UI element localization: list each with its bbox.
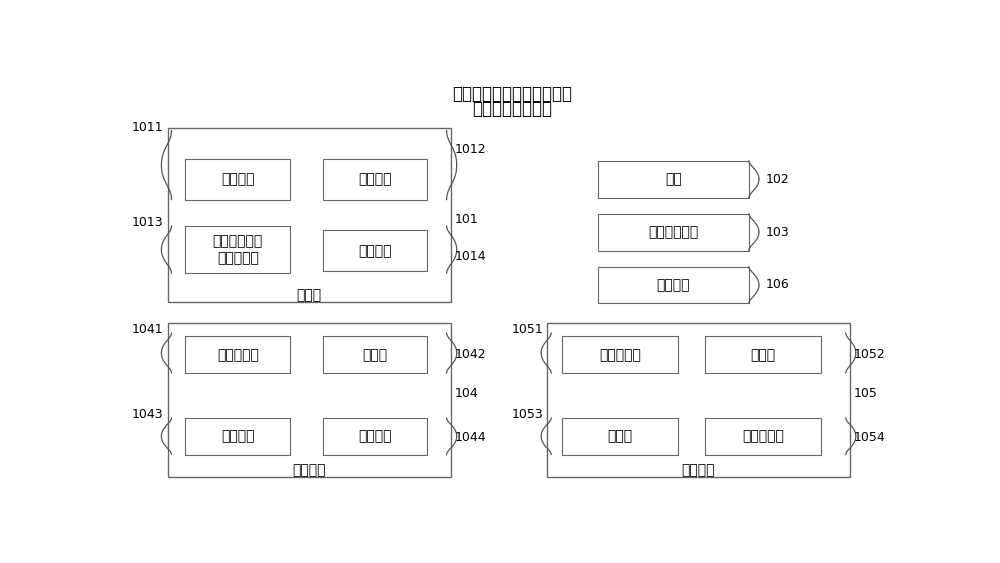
Text: 操控中心: 操控中心 (358, 429, 392, 443)
Text: 106: 106 (766, 279, 790, 292)
FancyBboxPatch shape (598, 266, 749, 303)
Text: 调度中心: 调度中心 (657, 278, 690, 292)
Text: 1054: 1054 (854, 431, 885, 444)
Text: 1041: 1041 (132, 323, 164, 336)
Text: 定位器: 定位器 (362, 348, 388, 362)
Text: 测速设备: 测速设备 (221, 172, 255, 186)
Text: 1012: 1012 (454, 144, 486, 157)
FancyBboxPatch shape (185, 336, 290, 373)
Text: 应答器: 应答器 (750, 348, 775, 362)
Text: 航空器: 航空器 (296, 288, 321, 302)
Text: 1013: 1013 (132, 216, 164, 229)
FancyBboxPatch shape (705, 418, 821, 455)
Text: 101: 101 (454, 213, 478, 226)
FancyBboxPatch shape (562, 336, 678, 373)
FancyBboxPatch shape (168, 323, 450, 477)
FancyBboxPatch shape (323, 159, 427, 200)
Text: 计轴器: 计轴器 (608, 429, 633, 443)
FancyBboxPatch shape (598, 213, 749, 251)
Text: 1043: 1043 (132, 408, 164, 421)
Text: 轨旁设备: 轨旁设备 (682, 463, 715, 477)
Text: 1044: 1044 (454, 431, 486, 444)
FancyBboxPatch shape (547, 323, 850, 477)
Text: 1011: 1011 (132, 121, 164, 134)
Text: 基于空天车地一体化网络的: 基于空天车地一体化网络的 (452, 84, 572, 102)
FancyBboxPatch shape (705, 336, 821, 373)
Text: 第一测速计: 第一测速计 (217, 348, 259, 362)
Text: 线路或道岔状
态监测设备: 线路或道岔状 态监测设备 (213, 235, 263, 265)
Text: 102: 102 (766, 173, 790, 186)
FancyBboxPatch shape (185, 226, 290, 274)
FancyBboxPatch shape (185, 418, 290, 455)
Text: 第二测速计: 第二测速计 (599, 348, 641, 362)
Text: 104: 104 (454, 387, 478, 400)
Text: 车载设备: 车载设备 (292, 463, 325, 477)
Text: 105: 105 (854, 387, 877, 400)
FancyBboxPatch shape (185, 159, 290, 200)
FancyBboxPatch shape (323, 418, 427, 455)
Text: 1042: 1042 (454, 348, 486, 361)
FancyBboxPatch shape (323, 336, 427, 373)
Text: 1053: 1053 (512, 408, 544, 421)
Text: 通信设备: 通信设备 (221, 429, 255, 443)
Text: 通信设备: 通信设备 (358, 244, 392, 258)
Text: 1052: 1052 (854, 348, 885, 361)
Text: 无线通信基站: 无线通信基站 (648, 225, 698, 239)
Text: 定位设备: 定位设备 (358, 172, 392, 186)
FancyBboxPatch shape (168, 128, 450, 302)
Text: 道岔控制器: 道岔控制器 (742, 429, 784, 443)
FancyBboxPatch shape (562, 418, 678, 455)
Text: 卫星: 卫星 (665, 172, 682, 186)
FancyBboxPatch shape (323, 230, 427, 271)
Text: 1051: 1051 (512, 323, 544, 336)
Text: 103: 103 (766, 226, 790, 239)
FancyBboxPatch shape (598, 161, 749, 198)
Text: 1014: 1014 (454, 249, 486, 262)
Text: 列车运行控制系统: 列车运行控制系统 (473, 100, 552, 118)
